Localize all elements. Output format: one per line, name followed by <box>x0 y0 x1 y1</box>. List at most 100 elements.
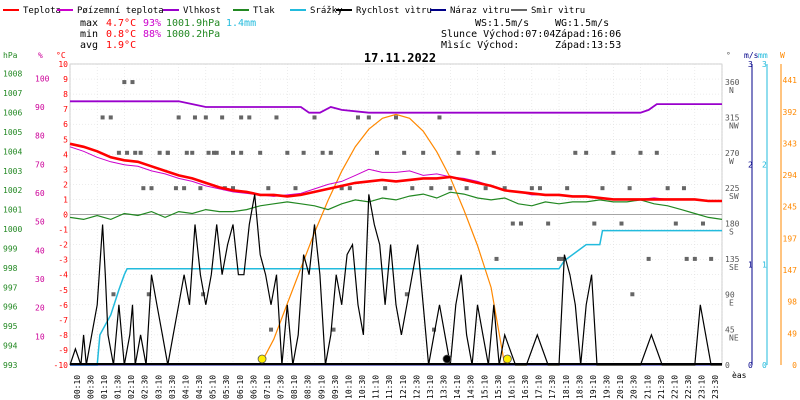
axis-rain-tick-0: 3 <box>762 60 767 69</box>
axis-solar-unit: W <box>780 51 785 60</box>
axis-dir-label-4: S <box>729 228 734 237</box>
axis-humidity-tick-3: 70 <box>35 160 45 169</box>
wind-direction-point-50 <box>429 186 434 191</box>
wind-direction-point-73 <box>638 150 643 155</box>
x-tick-7: 03:30 <box>168 375 177 399</box>
wind-direction-point-44 <box>374 150 379 155</box>
axis-pressure-tick-5: 1003 <box>3 167 22 176</box>
x-tick-5: 02:30 <box>141 375 150 399</box>
axis-humidity-tick-4: 60 <box>35 189 45 198</box>
axis-rain-unit: mm <box>758 51 768 60</box>
axis-temp-tick-13: -3 <box>58 256 68 265</box>
axis-dir-label-3: SW <box>729 192 739 201</box>
legend-label-1: Pøízemní teplota <box>77 6 164 16</box>
axis-temp-tick-9: 1 <box>63 195 68 204</box>
stat-sunrise: Slunce Východ:07:04 <box>441 28 555 40</box>
sunrise-marker <box>257 354 267 364</box>
legend-label-6: Náraz vìtru <box>450 6 510 16</box>
x-tick-4: 02:10 <box>127 375 136 399</box>
x-tick-41: 20:30 <box>630 375 639 399</box>
axis-humidity-tick-7: 30 <box>35 275 45 284</box>
axis-temp-tick-16: -6 <box>58 301 68 310</box>
wind-direction-point-75 <box>654 150 659 155</box>
axis-humidity-tick-0: 100 <box>35 74 50 83</box>
wind-direction-point-42 <box>355 115 360 120</box>
axis-temp-tick-18: -8 <box>58 331 68 340</box>
x-tick-21: 10:30 <box>358 375 367 399</box>
stat-wg: WG:1.5m/s <box>555 18 609 29</box>
wind-direction-point-4 <box>176 115 181 120</box>
wind-direction-point-6 <box>192 115 197 120</box>
axis-dir-tick-8: 0 <box>725 361 730 370</box>
axis-wind-tick-0: 3 <box>748 60 753 69</box>
wind-direction-point-81 <box>709 256 714 261</box>
wind-direction-point-60 <box>518 221 523 226</box>
wind-direction-point-88 <box>432 327 437 332</box>
wind-direction-point-9 <box>220 115 225 120</box>
wind-direction-point-66 <box>573 150 578 155</box>
x-tick-45: 22:30 <box>684 375 693 399</box>
axis-temp-tick-6: 4 <box>63 150 68 159</box>
wind-direction-point-29 <box>239 150 244 155</box>
axis-humidity-tick-9: 10 <box>35 332 45 341</box>
axis-solar-tick-8: 49 <box>787 329 797 338</box>
wind-direction-point-16 <box>133 150 138 155</box>
wind-direction-point-71 <box>619 221 624 226</box>
wind-direction-point-58 <box>502 186 507 191</box>
stat-avg-temp: 1.9°C <box>106 40 136 51</box>
wind-direction-point-80 <box>700 221 705 226</box>
wind-direction-point-10 <box>231 150 235 155</box>
stat-sunset: Západ:16:06 <box>555 28 621 40</box>
wind-direction-point-68 <box>592 221 597 226</box>
axis-rain-tick-1: 2 <box>762 160 767 169</box>
stat-max-rain: 1.4mm <box>226 18 256 29</box>
wind-direction-point-91 <box>630 292 635 297</box>
axis-temp-tick-15: -5 <box>58 286 68 295</box>
x-tick-38: 19:10 <box>589 375 598 399</box>
axis-pressure-tick-13: 995 <box>3 322 18 331</box>
wind-direction-point-76 <box>665 186 670 191</box>
wind-direction-point-45 <box>383 186 388 191</box>
axis-temp-tick-0: 10 <box>58 60 68 69</box>
axis-solar-tick-0: 441 <box>783 76 798 85</box>
axis-wind-tick-1: 2 <box>748 160 753 169</box>
axis-dir-label-2: W <box>729 157 734 166</box>
wind-direction-point-77 <box>673 221 678 226</box>
x-tick-17: 08:30 <box>304 375 313 399</box>
x-tick-40: 20:10 <box>616 375 625 399</box>
wind-direction-point-48 <box>410 186 415 191</box>
x-tick-1: 00:30 <box>86 375 95 399</box>
x-tick-25: 12:30 <box>412 375 421 399</box>
stat-max-hum: 93% <box>143 18 161 29</box>
wind-direction-point-63 <box>546 221 551 226</box>
axis-dir-label-1: NW <box>729 121 739 130</box>
axis-temp-tick-5: 5 <box>63 135 68 144</box>
legend-label-2: Vlhkost <box>183 6 221 16</box>
axis-temp-tick-7: 3 <box>63 165 68 174</box>
x-tick-24: 12:10 <box>399 375 408 399</box>
wind-direction-point-82 <box>111 292 116 297</box>
x-tick-3: 01:30 <box>114 375 123 399</box>
axis-dir-tick-2: 270 <box>725 149 740 158</box>
axis-pressure-tick-8: 1000 <box>3 225 22 234</box>
x-tick-26: 13:10 <box>426 375 435 399</box>
wind-direction-point-84 <box>201 292 206 297</box>
humidity-line <box>70 100 722 114</box>
axis-pressure-tick-9: 999 <box>3 244 18 253</box>
axis-dir-tick-0: 360 <box>725 78 740 87</box>
x-axis-label: èas <box>732 370 747 380</box>
x-tick-28: 14:10 <box>453 375 462 399</box>
x-tick-18: 09:10 <box>317 375 326 399</box>
axis-temp-tick-1: 9 <box>63 75 68 84</box>
axis-temp-tick-8: 2 <box>63 180 68 189</box>
axis-temp-unit: °C <box>56 51 66 60</box>
axis-temp-tick-11: -1 <box>58 226 68 235</box>
wind-direction-point-55 <box>475 150 480 155</box>
stat-min-press: 1000.2hPa <box>166 29 220 40</box>
axis-dir-label-6: E <box>729 298 734 307</box>
axis-dir-tick-3: 225 <box>725 184 740 193</box>
wind-direction-point-85 <box>269 327 274 332</box>
x-tick-44: 22:10 <box>670 375 679 399</box>
wind-direction-point-46 <box>394 115 398 120</box>
x-tick-9: 04:30 <box>195 375 204 399</box>
